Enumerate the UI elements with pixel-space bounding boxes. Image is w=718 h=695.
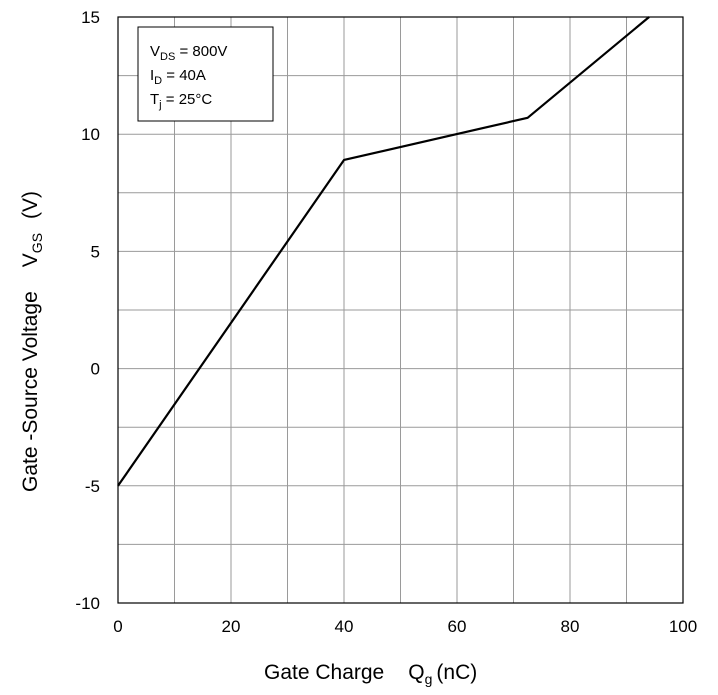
series-group (117, 16, 650, 487)
condition-id-sub: D (154, 75, 162, 87)
condition-tj-value: = 25°C (162, 91, 213, 108)
y-axis-title: Gate -Source Voltage VGS (V) (19, 191, 45, 492)
condition-vds-value: = 800V (175, 43, 227, 60)
y-axis-title-main: Gate -Source Voltage (19, 291, 42, 492)
condition-tj-sub: j (158, 99, 161, 111)
y-tick-label: 15 (81, 8, 100, 27)
x-axis-title-main: Gate Charge (264, 661, 384, 684)
condition-tj: Tj = 25°C (150, 91, 212, 111)
y-axis-title-sub: GS (29, 233, 45, 253)
series-line (117, 16, 650, 487)
plot-frame (117, 16, 684, 604)
x-tick-label: 0 (113, 617, 122, 636)
condition-id-value: = 40A (162, 67, 206, 84)
x-axis-title-unit: (nC) (436, 661, 477, 684)
y-tick-labels: -10 -5 0 5 10 15 (75, 8, 100, 613)
condition-vds-sub: DS (160, 51, 175, 63)
condition-tj-symbol: T (150, 91, 159, 108)
condition-vds: VDS = 800V (150, 43, 227, 63)
conditions-box: VDS = 800V ID = 40A Tj = 25°C (137, 26, 274, 122)
x-axis-title-sub: g (425, 671, 433, 687)
y-tick-label: 10 (81, 125, 100, 144)
x-tick-label: 80 (561, 617, 580, 636)
conditions-box-frame (137, 26, 274, 122)
y-axis-title-unit: (V) (19, 191, 42, 219)
y-tick-label: 0 (91, 360, 100, 379)
x-tick-label: 40 (335, 617, 354, 636)
x-tick-labels: 0 20 40 60 80 100 (113, 617, 697, 636)
grid (118, 17, 683, 603)
y-tick-label: -5 (85, 477, 100, 496)
y-axis-title-symbol: V (19, 253, 42, 267)
x-tick-label: 100 (669, 617, 697, 636)
y-tick-label: 5 (91, 242, 100, 261)
condition-id: ID = 40A (150, 67, 206, 87)
condition-id-symbol: I (150, 67, 154, 84)
x-tick-label: 20 (222, 617, 241, 636)
y-tick-label: -10 (75, 594, 100, 613)
condition-vds-symbol: V (150, 43, 160, 60)
x-tick-label: 60 (448, 617, 467, 636)
x-axis-title: Gate Charge Qg (nC) (264, 661, 477, 687)
x-axis-title-symbol: Q (408, 661, 424, 684)
